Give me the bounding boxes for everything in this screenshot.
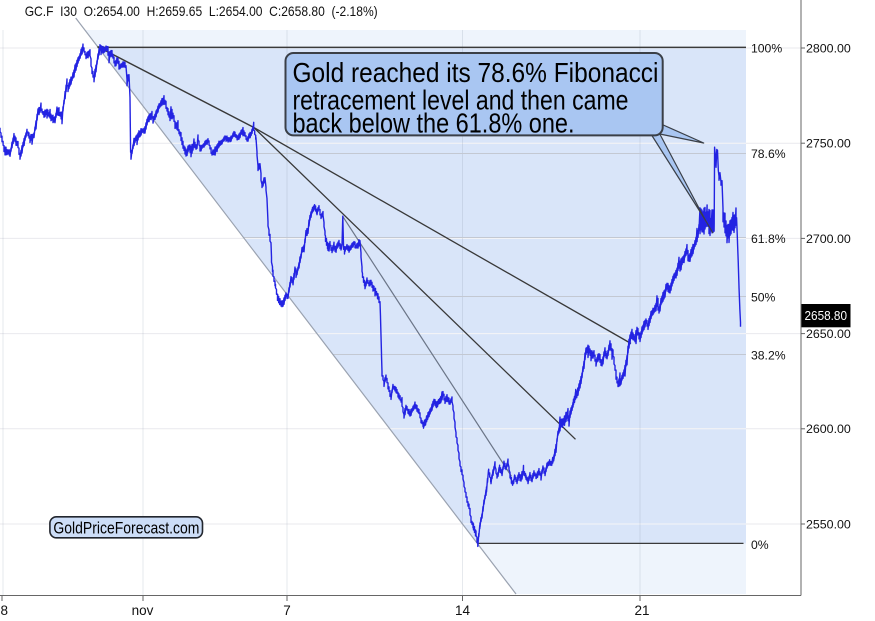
svg-text:14: 14 (455, 603, 471, 618)
svg-text:7: 7 (283, 603, 291, 618)
svg-text:2550.00: 2550.00 (806, 517, 851, 531)
svg-text:61.8%: 61.8% (751, 232, 786, 246)
svg-text:2750.00: 2750.00 (806, 137, 851, 151)
svg-text:50%: 50% (751, 290, 776, 304)
svg-text:Gold reached its 78.6% Fibonac: Gold reached its 78.6% Fibonacci (293, 57, 659, 88)
svg-text:back below the 61.8% one.: back below the 61.8% one. (293, 108, 575, 139)
svg-text:78.6%: 78.6% (751, 147, 786, 161)
svg-text:38.2%: 38.2% (751, 348, 786, 362)
svg-text:2600.00: 2600.00 (806, 422, 851, 436)
svg-text:2650.00: 2650.00 (806, 327, 851, 341)
svg-text:GC.F I30 O:2654.00 H:2659.6: GC.F I30 O:2654.00 H:2659.65 L:2654.00 C… (25, 3, 378, 19)
svg-text:2700.00: 2700.00 (806, 232, 851, 246)
svg-text:21: 21 (634, 603, 649, 618)
svg-text:GoldPriceForecast.com: GoldPriceForecast.com (53, 519, 199, 538)
svg-text:2658.80: 2658.80 (805, 308, 848, 323)
svg-text:retracement level and then cam: retracement level and then came (293, 85, 629, 116)
svg-text:28: 28 (0, 603, 8, 618)
svg-text:2800.00: 2800.00 (806, 41, 851, 55)
svg-text:0%: 0% (751, 538, 769, 552)
svg-text:100%: 100% (751, 41, 782, 55)
svg-text:nov: nov (132, 603, 154, 618)
